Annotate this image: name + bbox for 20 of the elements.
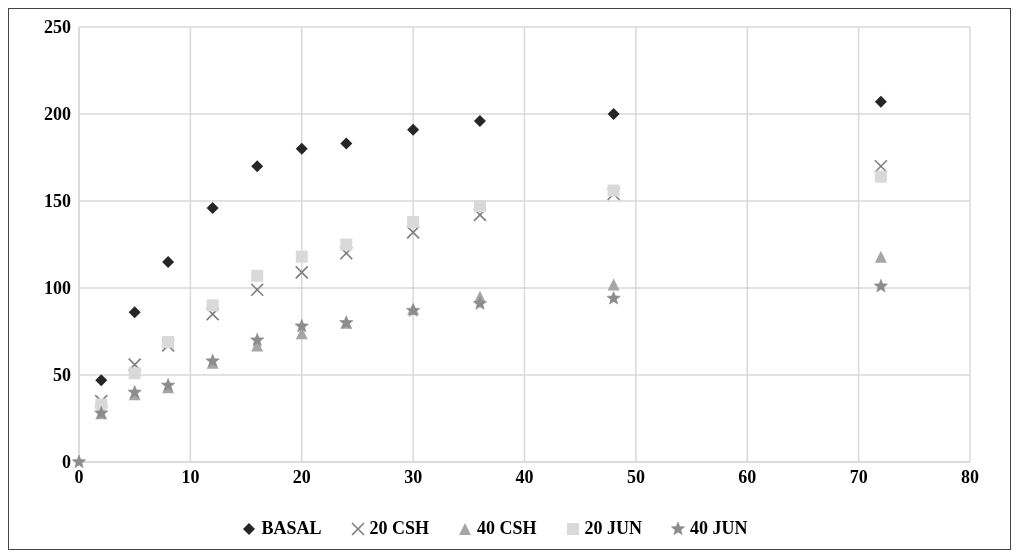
x-tick-label: 30 [404, 466, 423, 487]
x-tick-label: 70 [849, 466, 868, 487]
y-tick-label: 100 [44, 278, 71, 299]
x-tick-label: 50 [626, 466, 645, 487]
x-tick-label: 0 [74, 466, 84, 487]
y-tick-label: 50 [53, 365, 71, 386]
x-tick-label: 60 [738, 466, 757, 487]
legend-label: 20 CSH [369, 518, 430, 539]
y-tick-label: 150 [44, 191, 71, 212]
legend-label: 40 CSH [477, 518, 537, 539]
legend-label: 20 JUN [584, 518, 643, 539]
legend-label: 40 JUN [690, 518, 748, 539]
y-tick-label: 250 [44, 17, 71, 38]
x-tick-label: 20 [292, 466, 311, 487]
y-tick-label: 0 [62, 452, 71, 473]
x-tick-label: 40 [515, 466, 534, 487]
legend-label: BASAL [261, 518, 322, 539]
x-tick-label: 80 [961, 466, 979, 487]
y-tick-label: 200 [44, 104, 71, 125]
x-tick-label: 10 [181, 466, 200, 487]
